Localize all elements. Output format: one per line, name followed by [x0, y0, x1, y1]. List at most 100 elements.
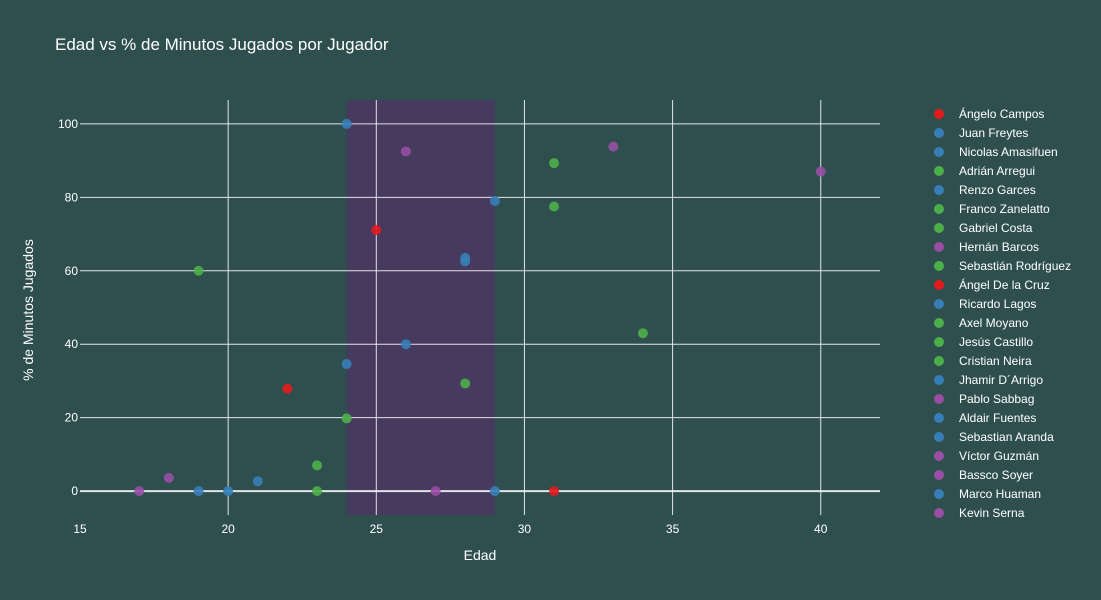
- legend-item[interactable]: Sebastián Rodríguez: [934, 259, 1071, 273]
- legend-marker: [934, 166, 944, 176]
- data-point[interactable]: [549, 201, 560, 212]
- data-point[interactable]: [371, 225, 382, 236]
- grid-layer: [80, 100, 880, 515]
- legend-label: Juan Freytes: [959, 126, 1028, 140]
- legend-item[interactable]: Marco Huaman: [934, 487, 1041, 501]
- data-point[interactable]: [400, 339, 411, 350]
- legend-item[interactable]: Hernán Barcos: [934, 240, 1039, 254]
- highlight-band-layer: [346, 100, 495, 515]
- legend-item[interactable]: Gabriel Costa: [934, 221, 1033, 235]
- data-point[interactable]: [193, 265, 204, 276]
- legend-label: Renzo Garces: [959, 183, 1036, 197]
- data-point[interactable]: [637, 328, 648, 339]
- legend-item[interactable]: Sebastian Aranda: [934, 430, 1054, 444]
- legend-item[interactable]: Jhamir D´Arrigo: [934, 373, 1043, 387]
- legend-marker: [934, 185, 944, 195]
- data-point[interactable]: [312, 460, 323, 471]
- legend-label: Jesús Castillo: [959, 335, 1033, 349]
- legend-item[interactable]: Kevin Serna: [934, 506, 1025, 520]
- legend-marker: [934, 147, 944, 157]
- legend-marker: [934, 261, 944, 271]
- legend-label: Axel Moyano: [959, 316, 1029, 330]
- data-point[interactable]: [341, 413, 352, 424]
- legend-marker: [934, 451, 944, 461]
- legend-label: Ángel De la Cruz: [959, 277, 1050, 292]
- legend-item[interactable]: Adrián Arregui: [934, 164, 1035, 178]
- y-tick-label: 100: [58, 117, 78, 131]
- legend-item[interactable]: Pablo Sabbag: [934, 392, 1034, 406]
- data-points[interactable]: [134, 118, 826, 497]
- legend[interactable]: Ángelo Campos Juan Freytes Nicolas Amasifu…: [934, 106, 1071, 520]
- legend-marker: [934, 432, 944, 442]
- y-tick-label: 60: [65, 264, 79, 278]
- data-point[interactable]: [163, 472, 174, 483]
- legend-item[interactable]: Juan Freytes: [934, 126, 1028, 140]
- legend-marker: [934, 204, 944, 214]
- legend-label: Jhamir D´Arrigo: [959, 373, 1043, 387]
- data-point[interactable]: [282, 383, 293, 394]
- legend-label: Pablo Sabbag: [959, 392, 1034, 406]
- legend-item[interactable]: Aldair Fuentes: [934, 411, 1036, 425]
- data-point[interactable]: [815, 166, 826, 177]
- legend-label: Bassco Soyer: [959, 468, 1033, 482]
- y-tick-label: 40: [65, 337, 79, 351]
- data-point[interactable]: [549, 486, 560, 497]
- data-point[interactable]: [460, 378, 471, 389]
- legend-item[interactable]: Bassco Soyer: [934, 468, 1033, 482]
- legend-label: Víctor Guzmán: [959, 449, 1039, 463]
- legend-item[interactable]: Renzo Garces: [934, 183, 1036, 197]
- y-axis-title: % de Minutos Jugados: [20, 239, 36, 381]
- legend-marker: [934, 394, 944, 404]
- data-point[interactable]: [341, 118, 352, 129]
- x-tick-label: 40: [814, 522, 828, 536]
- y-tick-label: 0: [71, 484, 78, 498]
- legend-label: Adrián Arregui: [959, 164, 1035, 178]
- data-point[interactable]: [312, 486, 323, 497]
- x-tick-label: 20: [221, 522, 235, 536]
- legend-item[interactable]: Axel Moyano: [934, 316, 1029, 330]
- data-point[interactable]: [400, 146, 411, 157]
- legend-item[interactable]: Ricardo Lagos: [934, 297, 1036, 311]
- data-point[interactable]: [252, 476, 263, 487]
- legend-item[interactable]: Franco Zanelatto: [934, 202, 1050, 216]
- data-point[interactable]: [460, 256, 471, 267]
- legend-marker: [934, 489, 944, 499]
- legend-label: Sebastián Rodríguez: [959, 259, 1071, 273]
- x-tick-label: 35: [666, 522, 680, 536]
- legend-item[interactable]: Ángel De la Cruz: [934, 277, 1050, 292]
- legend-label: Marco Huaman: [959, 487, 1041, 501]
- data-point[interactable]: [549, 158, 560, 169]
- legend-label: Gabriel Costa: [959, 221, 1033, 235]
- legend-item[interactable]: Nicolas Amasifuen: [934, 145, 1058, 159]
- legend-item[interactable]: Cristian Neira: [934, 354, 1032, 368]
- legend-label: Kevin Serna: [959, 506, 1025, 520]
- data-point[interactable]: [341, 359, 352, 370]
- y-tick-label: 20: [65, 411, 79, 425]
- data-point[interactable]: [134, 486, 145, 497]
- data-point[interactable]: [608, 141, 619, 152]
- x-tick-label: 30: [518, 522, 532, 536]
- legend-marker: [934, 508, 944, 518]
- legend-label: Franco Zanelatto: [959, 202, 1050, 216]
- legend-item[interactable]: Víctor Guzmán: [934, 449, 1039, 463]
- legend-marker: [934, 470, 944, 480]
- legend-label: Sebastian Aranda: [959, 430, 1054, 444]
- tick-labels: 15 20 25 30 35 40 0 20 40 60 80 100: [58, 117, 828, 536]
- legend-marker: [934, 223, 944, 233]
- legend-label: Ricardo Lagos: [959, 297, 1036, 311]
- y-tick-label: 80: [65, 190, 79, 204]
- legend-item[interactable]: Jesús Castillo: [934, 335, 1033, 349]
- data-point[interactable]: [223, 486, 234, 497]
- legend-label: Aldair Fuentes: [959, 411, 1036, 425]
- legend-label: Cristian Neira: [959, 354, 1032, 368]
- x-tick-label: 15: [73, 522, 87, 536]
- legend-item[interactable]: Ángelo Campos: [934, 106, 1044, 121]
- legend-marker: [934, 109, 944, 119]
- data-point[interactable]: [193, 486, 204, 497]
- data-point[interactable]: [489, 195, 500, 206]
- data-point[interactable]: [430, 486, 441, 497]
- data-point[interactable]: [489, 486, 500, 497]
- legend-label: Ángelo Campos: [959, 106, 1044, 121]
- legend-marker: [934, 128, 944, 138]
